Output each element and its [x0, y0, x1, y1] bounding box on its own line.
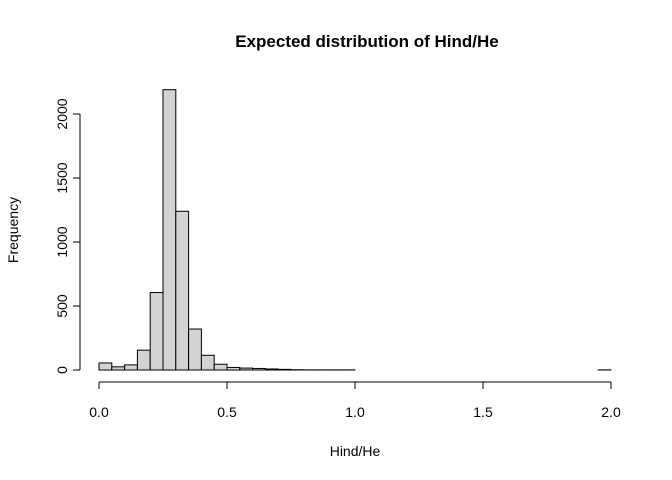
x-tick-label: 1.0 — [345, 404, 365, 420]
histogram-bar — [188, 328, 202, 371]
y-tick-label: 0 — [54, 366, 70, 374]
histogram-bar — [124, 364, 138, 371]
histogram-bar — [277, 368, 292, 371]
histogram-bar — [239, 367, 254, 371]
x-tick-label: 0.5 — [217, 404, 237, 420]
y-tick-label: 500 — [54, 294, 70, 318]
histogram-bar — [226, 366, 241, 371]
y-tick-label: 1000 — [54, 226, 70, 257]
histogram-bar — [98, 362, 113, 371]
histogram-bar — [175, 210, 190, 371]
x-axis-label: Hind/He — [330, 443, 381, 459]
x-axis: 0.0 0.5 1.0 1.5 2.0 — [89, 381, 621, 420]
histogram-bar — [162, 89, 177, 371]
y-axis-label: Frequency — [5, 197, 21, 263]
histogram-bar — [200, 354, 215, 371]
histogram-bar — [111, 366, 126, 371]
y-axis: 0 500 1000 1500 2000 — [54, 98, 81, 374]
y-tick-label: 2000 — [54, 98, 70, 129]
bars-group — [98, 89, 612, 371]
chart-title: Expected distribution of Hind/He — [235, 32, 499, 51]
histogram-bar — [213, 363, 228, 371]
x-tick-label: 1.5 — [473, 404, 493, 420]
x-tick-label: 2.0 — [601, 404, 621, 420]
histogram-bar — [252, 367, 266, 371]
y-tick-label: 1500 — [54, 162, 70, 193]
histogram-bar — [149, 292, 164, 371]
histogram-bar — [136, 349, 151, 371]
x-tick-label: 0.0 — [89, 404, 109, 420]
histogram-bar — [264, 368, 279, 371]
